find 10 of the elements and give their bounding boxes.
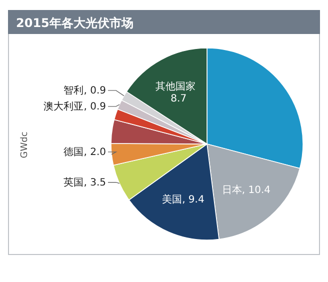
slice-label: 英国, 3.5 [64, 176, 106, 188]
slice-label: 澳大利亚, 0.9 [44, 100, 106, 112]
slice-label: 其他国家 [156, 80, 196, 93]
slice-label: 智利, 0.9 [64, 84, 106, 96]
chart-title: 2015年各大光伏市场 [16, 16, 134, 30]
data-label: 8.7 [170, 94, 187, 105]
text: GWdc [20, 132, 30, 158]
slice-label: 美国, 9.4 [162, 194, 204, 206]
slice-label: 德国, 2.0 [64, 146, 106, 158]
slice-label: 日本, 10.4 [222, 184, 271, 196]
